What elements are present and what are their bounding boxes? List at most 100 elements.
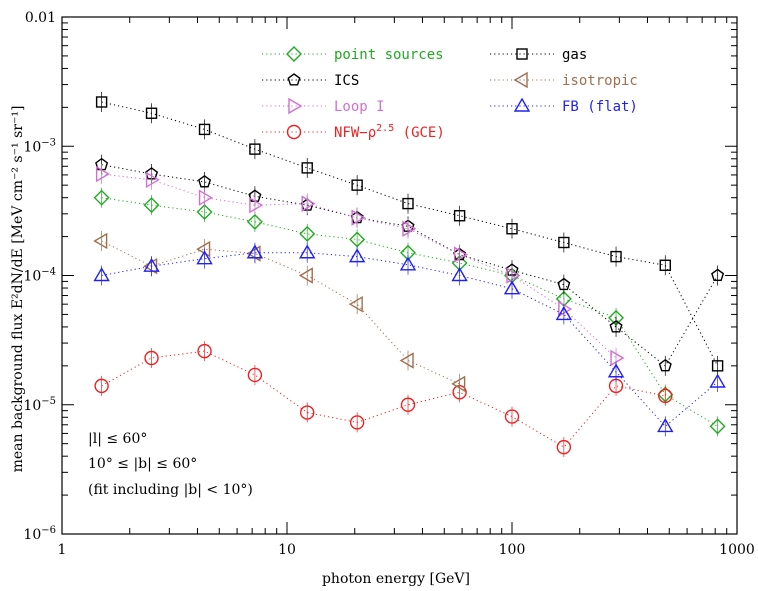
data-point	[504, 409, 520, 424]
data-point	[247, 367, 263, 383]
data-point	[400, 397, 416, 412]
legend-label: NFW−ρ2.5 (GCE)	[334, 123, 445, 141]
data-point	[453, 246, 468, 263]
legend-entry: Loop I	[262, 97, 385, 115]
data-point	[351, 209, 366, 226]
data-point	[556, 439, 572, 455]
data-point	[348, 295, 363, 313]
data-point	[94, 378, 109, 394]
x-tick-label: 1000	[719, 542, 755, 558]
x-tick-label: 100	[499, 542, 526, 558]
data-point	[451, 267, 468, 282]
data-point	[196, 204, 213, 220]
data-point	[93, 267, 110, 282]
data-point	[555, 306, 573, 321]
x-axis-label: photon energy [GeV]	[322, 571, 470, 587]
y-tick-label: 10−4	[23, 267, 56, 285]
y-tick-label: 10−3	[23, 137, 56, 155]
data-point	[196, 250, 213, 265]
legend-label: gas	[562, 47, 587, 63]
annotation-fit-note: (fit including |b| < 10°)	[88, 482, 253, 498]
series-fb-flat	[93, 242, 726, 437]
data-point	[349, 231, 366, 248]
data-point	[246, 213, 263, 230]
data-point	[610, 349, 625, 367]
data-point	[709, 373, 726, 388]
legend-entry: ICS	[262, 73, 359, 89]
legend-entry: gas	[490, 47, 587, 63]
data-point	[558, 300, 573, 318]
legend-marker	[288, 97, 303, 115]
data-point	[658, 358, 672, 372]
legend-label: Loop I	[334, 99, 385, 115]
series-nfw-2-5-gce	[94, 341, 673, 458]
y-tick-label: 10−6	[23, 525, 56, 543]
legend: point sources ICS Loop I NFW−ρ2.5 (GCE) gas i…	[262, 46, 638, 141]
data-point	[610, 250, 622, 263]
data-point	[453, 210, 466, 222]
data-point	[301, 162, 313, 174]
data-point	[506, 267, 521, 284]
data-point	[351, 179, 363, 191]
legend-entry: isotropic	[490, 71, 638, 89]
data-point	[93, 232, 108, 250]
data-point	[145, 171, 160, 189]
data-point	[658, 388, 673, 404]
data-point	[506, 223, 518, 235]
series-layer	[93, 91, 726, 458]
y-axis-label: mean background flux E²dN/dE [MeV cm⁻² s…	[10, 106, 26, 473]
legend-marker	[286, 46, 302, 62]
legend-label: ICS	[334, 73, 359, 89]
data-point	[143, 197, 160, 214]
series-line	[101, 252, 718, 428]
legend-entry: FB (flat)	[490, 97, 638, 115]
series-line	[101, 101, 719, 367]
data-point	[402, 197, 414, 210]
data-point	[711, 360, 724, 372]
data-point	[145, 107, 158, 119]
data-point	[246, 244, 264, 259]
data-point	[609, 320, 623, 333]
data-point	[298, 267, 313, 284]
data-point	[503, 280, 521, 295]
y-tick-label: 0.01	[25, 10, 56, 26]
data-point	[659, 259, 671, 271]
data-point	[402, 220, 417, 237]
legend-label: FB (flat)	[562, 99, 638, 115]
series-ics	[95, 154, 725, 376]
data-point	[301, 195, 316, 212]
legend-entry: point sources	[262, 46, 444, 63]
data-point	[143, 257, 158, 275]
data-point	[451, 375, 466, 393]
legend-marker	[513, 97, 531, 112]
data-point	[399, 352, 414, 369]
data-point	[249, 196, 264, 214]
data-point	[300, 405, 315, 420]
series-line	[101, 350, 666, 448]
data-point	[607, 363, 625, 378]
data-point	[143, 257, 160, 272]
data-point	[299, 225, 316, 242]
data-point	[349, 415, 365, 430]
legend-entry: NFW−ρ2.5 (GCE)	[262, 123, 445, 141]
data-point	[95, 165, 111, 183]
data-point	[299, 244, 316, 259]
legend-marker	[516, 48, 528, 60]
y-tick-label: 10−5	[23, 396, 56, 414]
annotation-latitude: 10° ≤ |b| ≤ 60°	[88, 456, 197, 472]
series-loop-i	[95, 163, 625, 368]
data-point	[399, 256, 417, 271]
data-point	[249, 143, 261, 155]
series-line	[101, 164, 719, 367]
data-point	[558, 236, 570, 249]
series-isotropic	[93, 230, 466, 394]
data-point	[198, 189, 213, 206]
data-point	[657, 418, 674, 433]
legend-label: isotropic	[562, 73, 638, 89]
data-point	[348, 248, 366, 263]
legend-marker	[513, 71, 528, 89]
series-gas	[95, 91, 724, 376]
data-point	[198, 123, 211, 136]
legend-marker	[286, 124, 302, 140]
legend-marker	[287, 73, 301, 86]
